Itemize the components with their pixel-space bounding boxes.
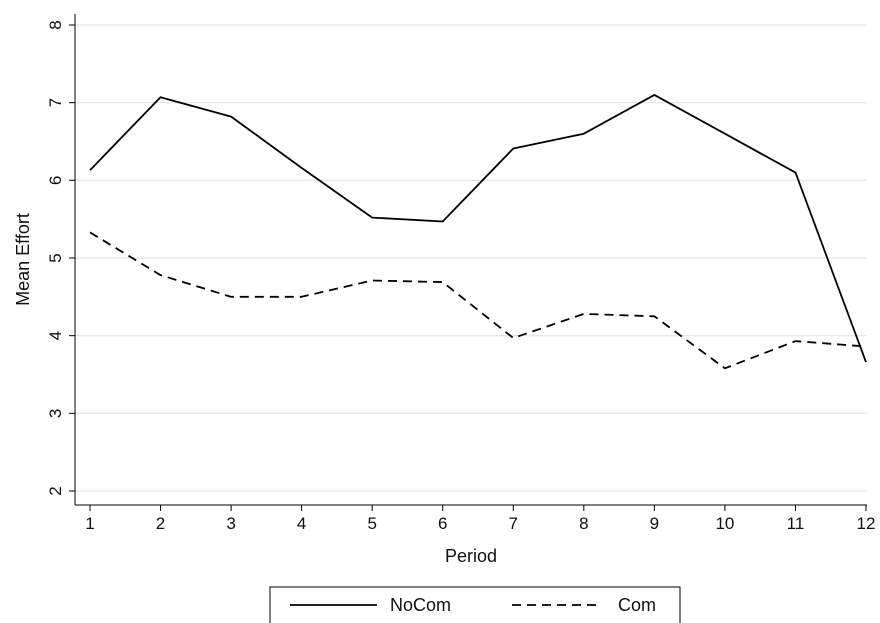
gridlines [75,24,867,492]
x-tick-label-5: 5 [367,514,376,533]
legend-label-com: Com [618,595,656,615]
series-line-com [89,231,867,370]
legend: NoCom Com [269,586,681,623]
y-tick-label-5: 5 [46,253,65,262]
x-ticks: 1 2 3 4 5 6 7 8 9 10 11 12 [85,505,875,533]
x-tick-label-11: 11 [787,514,805,533]
x-tick-label-4: 4 [297,514,306,533]
x-tick-label-9: 9 [650,514,659,533]
y-ticks: 2 3 4 5 6 7 8 [46,20,75,496]
x-tick-label-10: 10 [715,514,734,533]
x-tick-label-7: 7 [509,514,518,533]
y-tick-label-4: 4 [46,331,65,340]
y-tick-label-6: 6 [46,176,65,185]
y-tick-label-3: 3 [46,409,65,418]
y-tick-label-8: 8 [46,20,65,29]
y-tick-label-2: 2 [46,486,65,495]
x-axis-title: Period [445,546,497,566]
x-tick-label-6: 6 [438,514,447,533]
series-line-nocom [89,94,867,363]
x-tick-label-3: 3 [226,514,235,533]
x-tick-label-12: 12 [857,514,876,533]
y-tick-label-7: 7 [46,98,65,107]
y-axis-title: Mean Effort [13,213,33,306]
x-tick-label-2: 2 [156,514,165,533]
legend-label-nocom: NoCom [390,595,451,615]
x-tick-label-1: 1 [85,514,94,533]
series-layer [89,94,867,370]
x-tick-label-8: 8 [579,514,588,533]
